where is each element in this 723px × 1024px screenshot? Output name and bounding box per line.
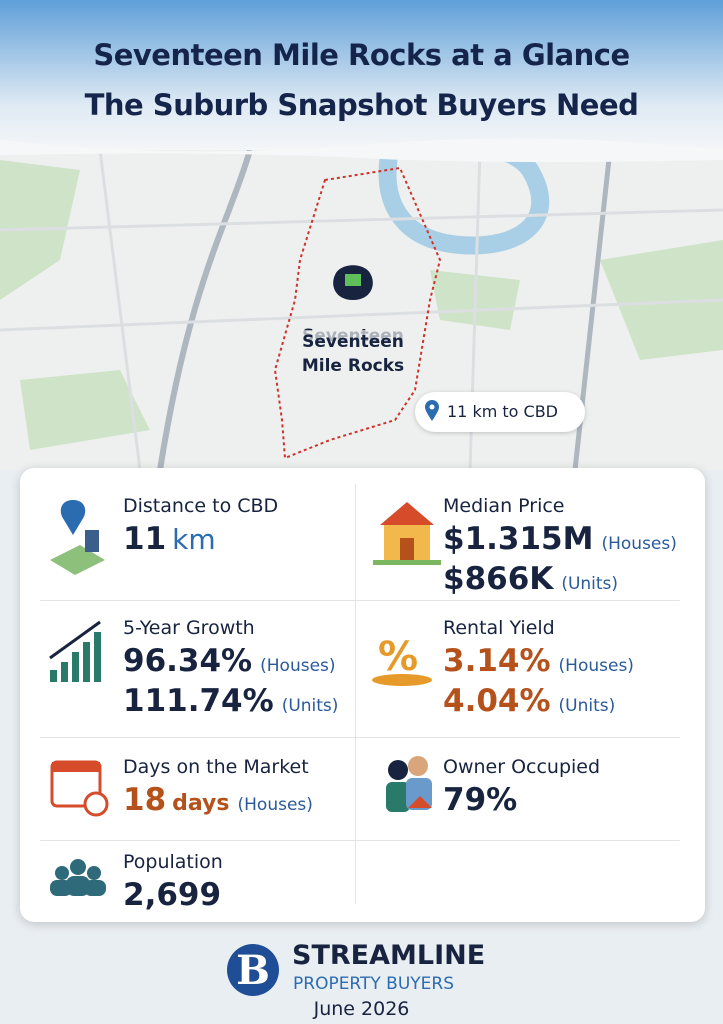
- stat-line: 79%: [443, 782, 600, 818]
- pin-icon: [425, 400, 439, 421]
- stat-label: Median Price: [443, 495, 565, 517]
- stat-value: $1.315M: [443, 521, 594, 557]
- stat-cell: Owner Occupied 79%: [443, 756, 600, 818]
- stat-line: 96.34% (Houses): [123, 643, 338, 679]
- stat-label: Days on the Market: [123, 756, 309, 778]
- stat-label: Population: [123, 851, 223, 873]
- svg-text:%: %: [378, 634, 418, 680]
- stat-note: (Houses): [260, 656, 336, 676]
- suburb-label: Seventeen Mile Rocks: [293, 330, 413, 378]
- stat-note: (Units): [281, 696, 339, 716]
- stat-line: 11 km: [123, 521, 278, 557]
- brand-logo: B: [227, 944, 279, 996]
- stat-value: 2,699: [123, 877, 222, 913]
- stat-note: (Houses): [558, 656, 634, 676]
- stat-note: (Houses): [237, 795, 313, 815]
- title-line2: The Suburb Snapshot Buyers Need: [84, 88, 639, 122]
- stat-unit: km: [172, 523, 216, 556]
- brand-sub: PROPERTY BUYERS: [293, 974, 455, 994]
- stat-value: 111.74%: [123, 683, 274, 719]
- title-line1: Seventeen Mile Rocks at a Glance: [93, 38, 630, 72]
- stat-line: 18 days (Houses): [123, 782, 313, 818]
- stats-card: [20, 468, 705, 922]
- stat-line: 2,699: [123, 877, 223, 913]
- stat-value: 3.14%: [443, 643, 551, 679]
- stat-cell: Population 2,699: [123, 851, 223, 913]
- stat-note: (Units): [558, 696, 616, 716]
- stat-value: 18: [123, 782, 167, 818]
- stat-line: $866K (Units): [443, 561, 677, 597]
- stat-value: 79%: [443, 782, 518, 818]
- stat-cell: Distance to CBD 11 km: [123, 495, 278, 557]
- distance-pill: 11 km to CBD: [415, 392, 585, 432]
- divider: [40, 737, 680, 738]
- stat-cell: Median Price $1.315M (Houses) $866K (Units): [443, 495, 677, 597]
- stat-label: Rental Yield: [443, 617, 555, 639]
- stat-value: $866K: [443, 561, 554, 597]
- stat-cell: Days on the Market 18 days (Houses): [123, 756, 313, 818]
- pill-text: 11 km to CBD: [447, 402, 558, 421]
- brand: STREAMLINE: [292, 940, 486, 971]
- stat-cell: Rental Yield 3.14% (Houses) 4.04% (Units): [443, 617, 634, 719]
- stat-line: 3.14% (Houses): [443, 643, 634, 679]
- stat-value: 11: [123, 521, 167, 557]
- stat-unit: days: [172, 791, 230, 816]
- stat-line: 111.74% (Units): [123, 683, 338, 719]
- divider: [355, 484, 356, 904]
- stat-line: 4.04% (Units): [443, 683, 634, 719]
- map-background: Seventeen: [0, 0, 723, 470]
- stat-value: 96.34%: [123, 643, 253, 679]
- stat-cell: 5-Year Growth 96.34% (Houses) 111.74% (Units…: [123, 617, 338, 719]
- divider: [40, 600, 680, 601]
- svg-text:B: B: [236, 947, 270, 994]
- stat-label: Owner Occupied: [443, 756, 601, 778]
- date: June 2026: [313, 998, 410, 1020]
- stat-label: Distance to CBD: [123, 495, 279, 517]
- stat-note: (Houses): [601, 534, 677, 554]
- stat-icons: %: [49, 500, 441, 896]
- divider: [40, 840, 680, 841]
- stat-line: $1.315M (Houses): [443, 521, 677, 557]
- stat-note: (Units): [561, 574, 619, 594]
- stat-value: 4.04%: [443, 683, 551, 719]
- stat-label: 5-Year Growth: [123, 617, 255, 639]
